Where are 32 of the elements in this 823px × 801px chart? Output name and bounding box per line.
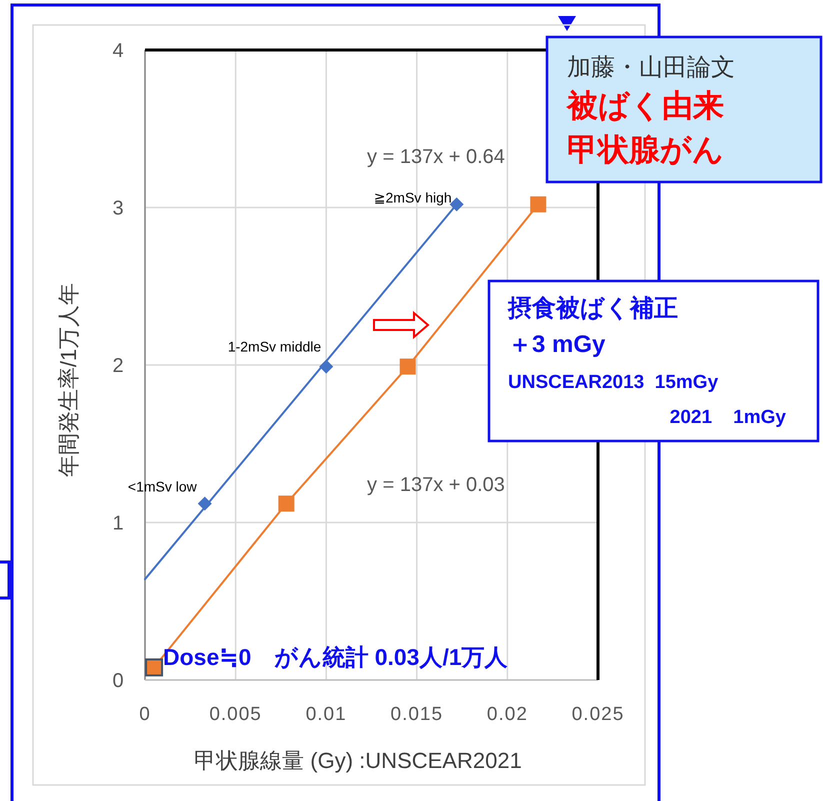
y-tick-label: 2: [112, 355, 124, 377]
annotation: <1mSv low: [128, 478, 198, 495]
x-axis-title: 甲状腺線量 (Gy) :UNSCEAR2021: [194, 748, 522, 773]
point: [450, 197, 464, 212]
text: 2021 1mGy: [670, 407, 786, 428]
y-tick-label: 3: [112, 198, 124, 220]
x-tick-label: 0.025: [572, 704, 624, 725]
x-tick-label: 0.005: [209, 704, 262, 725]
x-tick-label: 0.015: [390, 704, 444, 725]
annotation: 1-2mSv middle: [228, 338, 322, 355]
annotation: 加藤・山田論文: [567, 54, 735, 81]
x-tick-label: 0.01: [306, 704, 347, 725]
x-tick-label: 0: [139, 704, 151, 725]
point: [400, 358, 416, 375]
point: [278, 496, 294, 512]
annotation: Dose≒0 がん統計 0.03人/1万人: [163, 644, 509, 670]
annotation: 甲状腺がん: [567, 132, 724, 167]
y-axis-title: 年間発生率/1万人年: [56, 282, 81, 478]
annotation: ＋3 mGy: [508, 331, 606, 358]
point: [530, 196, 546, 212]
annotation: 摂食被ばく補正: [507, 295, 678, 322]
y-tick-label: 1: [112, 512, 124, 534]
y-tick-label: 4: [112, 40, 124, 62]
annotation: 被ばく由来: [565, 88, 724, 123]
annotation: ≧2mSv high: [374, 189, 452, 206]
y-tick-label: 0: [112, 670, 124, 692]
point: [319, 360, 334, 374]
annotation: UNSCEAR2013 15mGy: [508, 372, 719, 393]
annotation: y = 137x + 0.64: [367, 146, 505, 168]
annotation: y = 137x + 0.03: [367, 474, 505, 496]
x-tick-label: 0.02: [486, 704, 528, 725]
point: [198, 496, 212, 511]
